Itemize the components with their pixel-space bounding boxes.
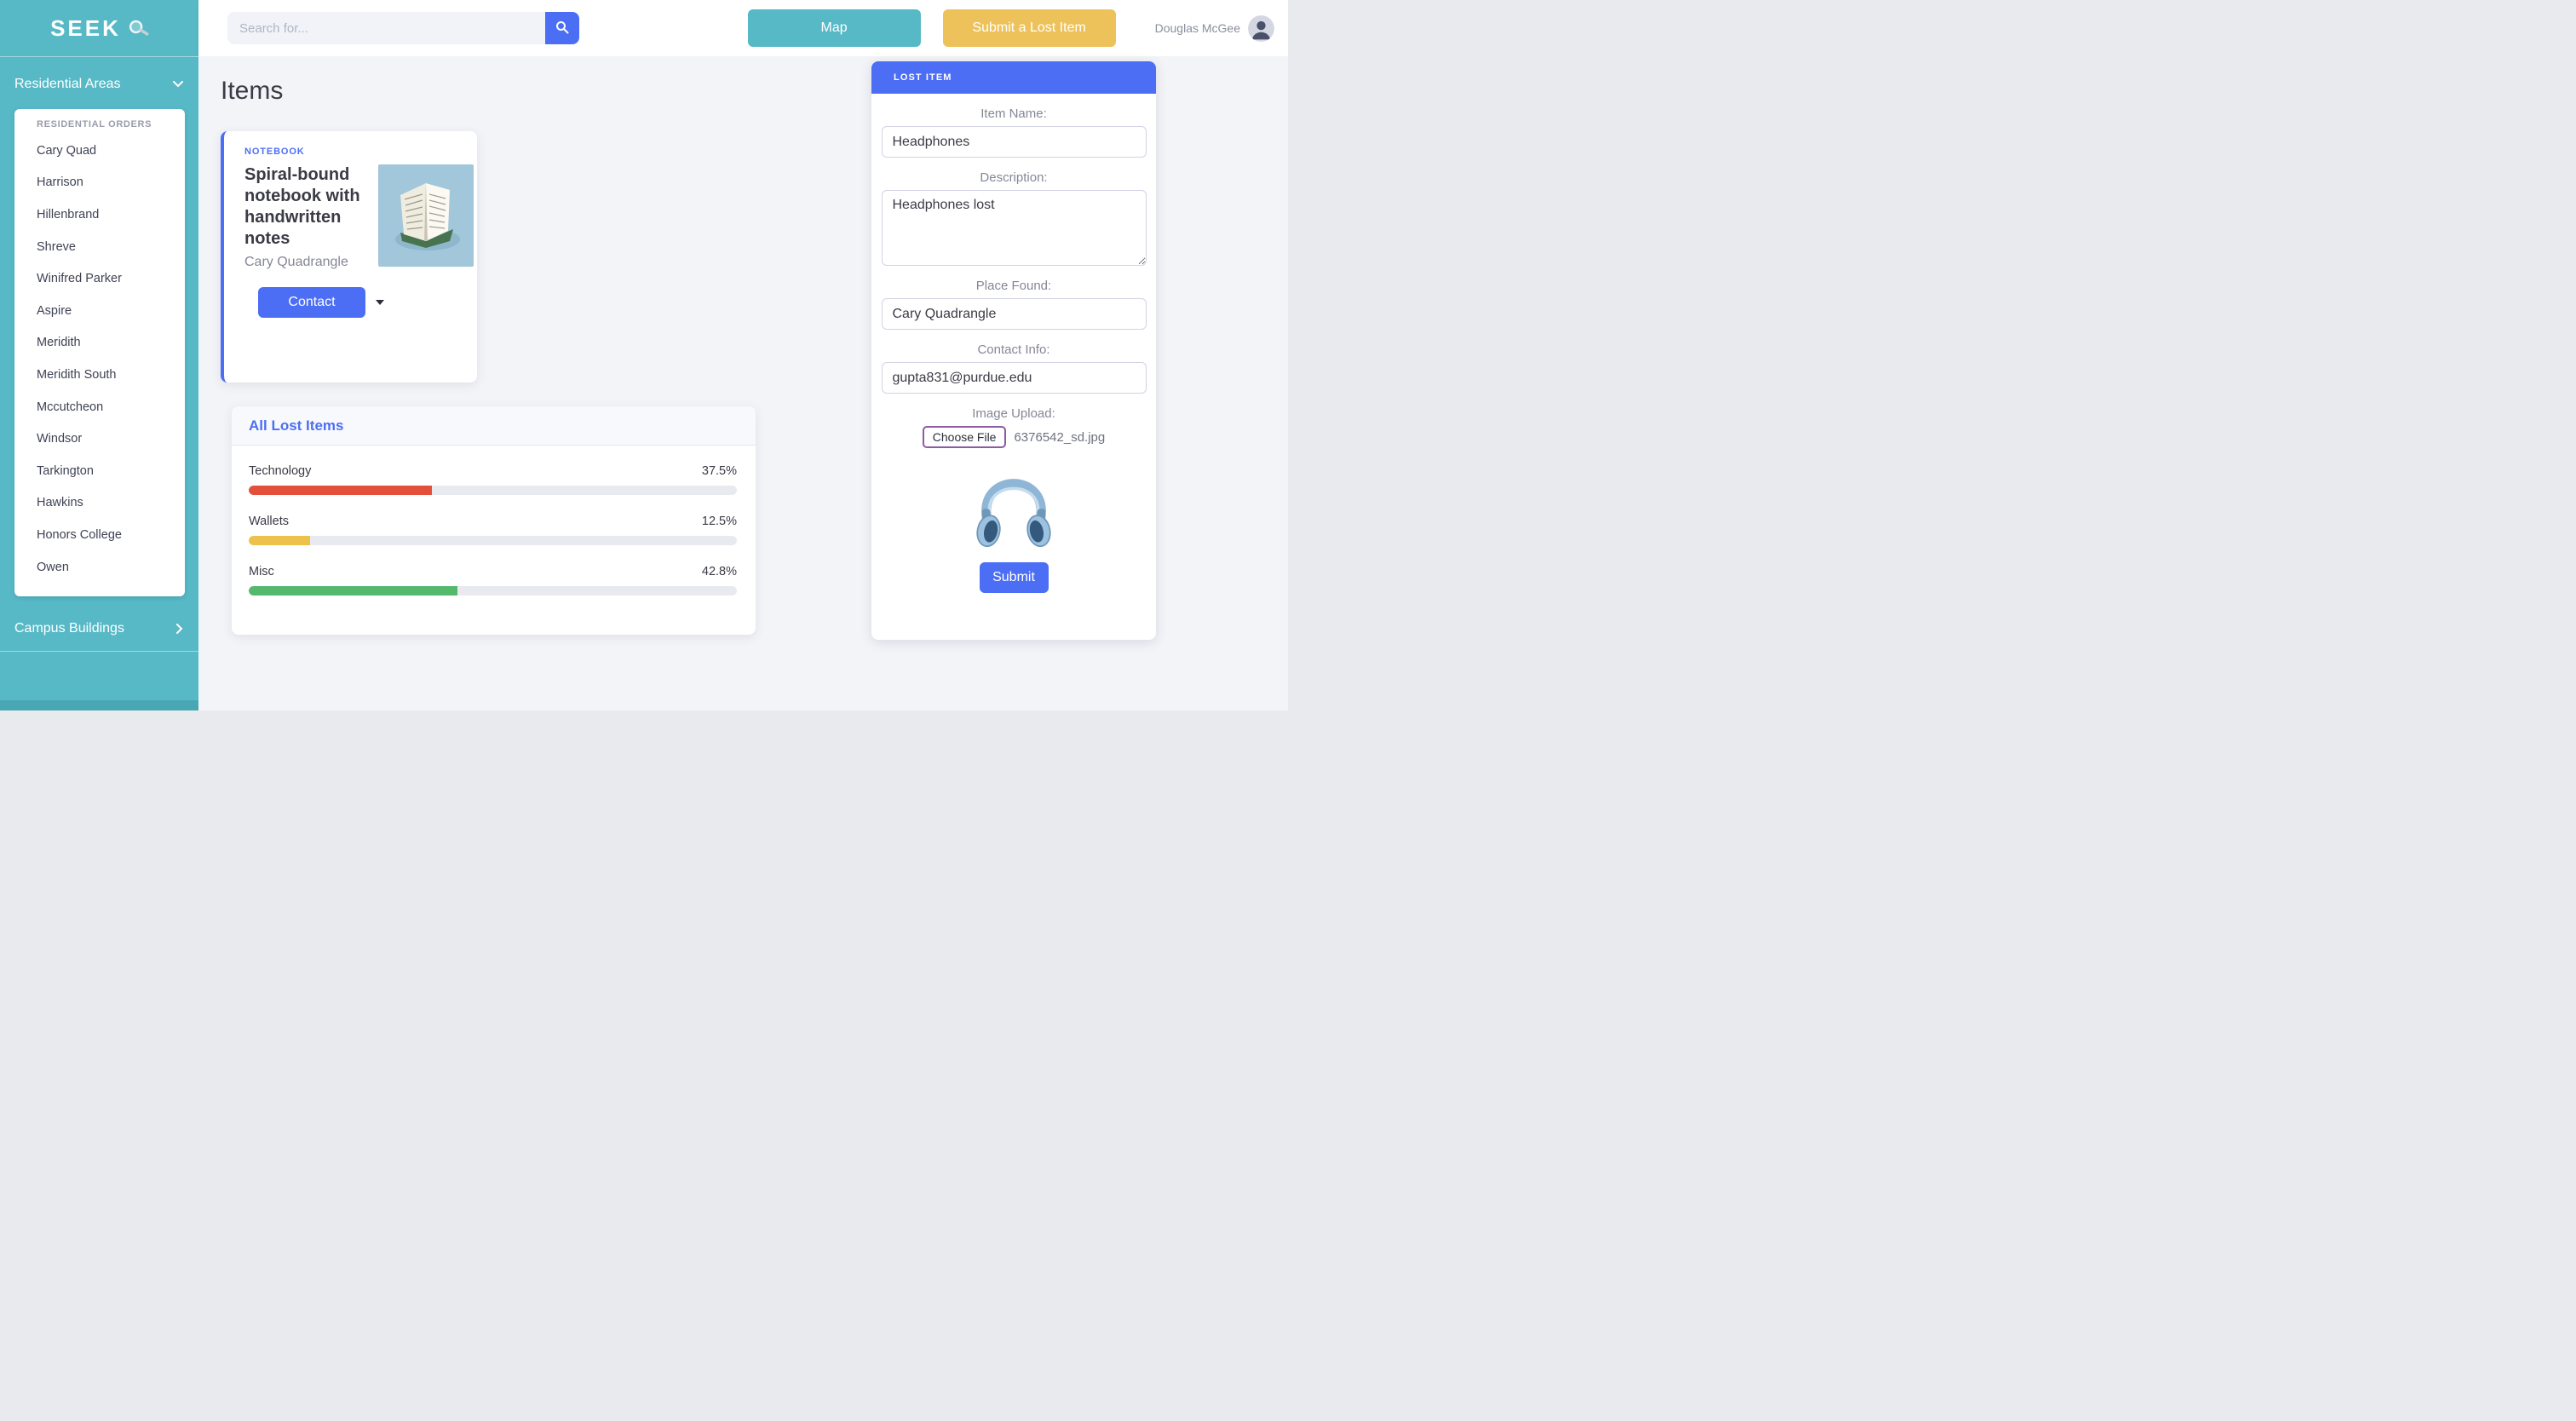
lost-item-card: NOTEBOOK Spiral-bound notebook with hand… bbox=[221, 131, 477, 383]
chart-value-label: 12.5% bbox=[701, 515, 737, 528]
chart-row-misc: Misc 42.8% bbox=[249, 565, 737, 595]
chart-row-technology: Technology 37.5% bbox=[249, 464, 737, 495]
chart-row-wallets: Wallets 12.5% bbox=[249, 515, 737, 545]
chart-category-label: Technology bbox=[249, 464, 312, 478]
sidebar-item-shreve[interactable]: Shreve bbox=[37, 239, 76, 254]
main-content: Items NOTEBOOK Spiral-bound notebook wit… bbox=[198, 56, 1288, 710]
progress-fill bbox=[249, 486, 432, 495]
search-icon bbox=[555, 20, 569, 37]
sidebar-item-meridith-south[interactable]: Meridith South bbox=[37, 367, 117, 382]
sidebar-item-aspire[interactable]: Aspire bbox=[37, 303, 72, 318]
map-button[interactable]: Map bbox=[747, 9, 921, 47]
contact-button[interactable]: Contact bbox=[258, 287, 365, 318]
chevron-down-icon bbox=[173, 81, 183, 88]
caret-down-icon[interactable] bbox=[376, 300, 384, 305]
file-upload-row: Choose File 6376542_sd.jpg bbox=[871, 426, 1156, 448]
residential-list: Cary Quad Harrison Hillenbrand Shreve Wi… bbox=[14, 135, 185, 583]
sidebar-item-cary-quad[interactable]: Cary Quad bbox=[37, 143, 97, 158]
progress-track bbox=[249, 536, 737, 545]
chart-category-label: Wallets bbox=[249, 515, 289, 528]
submit-lost-item-button[interactable]: Submit a Lost Item bbox=[942, 9, 1116, 47]
progress-track bbox=[249, 486, 737, 495]
contact-row: Contact bbox=[258, 287, 460, 318]
sidebar-item-windsor[interactable]: Windsor bbox=[37, 432, 83, 446]
sidebar-item-hawkins[interactable]: Hawkins bbox=[37, 496, 83, 510]
sidebar-item-mccutcheon[interactable]: Mccutcheon bbox=[37, 400, 104, 414]
logo[interactable]: SEEK bbox=[0, 0, 198, 56]
topbar-actions: Map Submit a Lost Item Douglas McGee bbox=[747, 9, 1274, 47]
sidebar-item-harrison[interactable]: Harrison bbox=[37, 175, 83, 190]
logo-text: SEEK bbox=[50, 14, 121, 41]
chart-body: Technology 37.5% Wallets 12.5% bbox=[232, 446, 756, 624]
sidebar-item-honors-college[interactable]: Honors College bbox=[37, 527, 122, 542]
sidebar-item-owen[interactable]: Owen bbox=[37, 560, 69, 574]
search-input[interactable] bbox=[227, 12, 545, 44]
sidebar-item-tarkington[interactable]: Tarkington bbox=[37, 463, 94, 478]
search-button[interactable] bbox=[545, 12, 579, 44]
page: SEEK Residential Areas RESIDENTIAL ORDER… bbox=[0, 0, 1288, 710]
avatar bbox=[1248, 14, 1274, 42]
item-location: Cary Quadrangle bbox=[244, 255, 348, 269]
notebook-image bbox=[378, 164, 474, 267]
uploaded-file-name: 6376542_sd.jpg bbox=[1014, 429, 1106, 445]
sidebar-item-meridith[interactable]: Meridith bbox=[37, 336, 81, 350]
item-text-column: Spiral-bound notebook with handwritten n… bbox=[244, 164, 368, 270]
sidebar-divider-bottom bbox=[0, 651, 198, 652]
topbar: Map Submit a Lost Item Douglas McGee bbox=[198, 0, 1288, 56]
residential-orders-header: RESIDENTIAL ORDERS bbox=[37, 119, 152, 129]
page-title: Items bbox=[221, 77, 284, 105]
chart-title: All Lost Items bbox=[249, 417, 344, 434]
search-group bbox=[227, 12, 579, 44]
item-row: Spiral-bound notebook with handwritten n… bbox=[244, 164, 474, 270]
contact-info-field[interactable] bbox=[881, 362, 1147, 394]
residential-orders-card: RESIDENTIAL ORDERS Cary Quad Harrison Hi… bbox=[14, 109, 185, 596]
sidebar-item-hillenbrand[interactable]: Hillenbrand bbox=[37, 207, 100, 221]
user-name: Douglas McGee bbox=[1154, 21, 1240, 35]
chart-category-label: Misc bbox=[249, 565, 274, 578]
lost-item-form-header: LOST ITEM bbox=[871, 61, 1156, 94]
description-label: Description: bbox=[980, 170, 1048, 185]
sidebar: SEEK Residential Areas RESIDENTIAL ORDER… bbox=[0, 0, 198, 710]
item-title: Spiral-bound notebook with handwritten n… bbox=[244, 165, 360, 248]
sidebar-divider-top bbox=[0, 56, 198, 57]
sidebar-section-residential-areas[interactable]: Residential Areas bbox=[0, 74, 198, 95]
seek-magnifier-icon bbox=[128, 18, 149, 38]
residential-areas-label: Residential Areas bbox=[14, 77, 121, 91]
item-category-label: NOTEBOOK bbox=[244, 147, 305, 157]
lost-item-form: LOST ITEM Item Name: Description: Headph… bbox=[871, 61, 1156, 640]
form-submit-button[interactable]: Submit bbox=[979, 562, 1049, 593]
chevron-right-icon bbox=[176, 624, 183, 634]
item-name-field[interactable] bbox=[881, 126, 1147, 158]
chart-value-label: 42.8% bbox=[701, 565, 737, 578]
chart-header: All Lost Items bbox=[232, 406, 756, 446]
progress-fill bbox=[249, 536, 310, 545]
image-upload-label: Image Upload: bbox=[972, 406, 1055, 421]
chart-value-label: 37.5% bbox=[701, 464, 737, 478]
user-menu[interactable]: Douglas McGee bbox=[1154, 14, 1274, 42]
sidebar-section-campus-buildings[interactable]: Campus Buildings bbox=[0, 618, 198, 639]
item-name-label: Item Name: bbox=[980, 106, 1047, 121]
contact-info-label: Contact Info: bbox=[977, 342, 1050, 357]
progress-fill bbox=[249, 586, 458, 595]
description-field[interactable]: Headphones lost bbox=[881, 190, 1147, 266]
sidebar-bottom-bar bbox=[0, 700, 198, 710]
progress-track bbox=[249, 586, 737, 595]
campus-buildings-label: Campus Buildings bbox=[14, 621, 124, 636]
all-lost-items-card: All Lost Items Technology 37.5% Wallets … bbox=[232, 406, 756, 635]
headphones-image bbox=[871, 460, 1156, 549]
place-found-field[interactable] bbox=[881, 298, 1147, 330]
choose-file-button[interactable]: Choose File bbox=[922, 426, 1007, 448]
place-found-label: Place Found: bbox=[975, 279, 1052, 293]
sidebar-item-winifred-parker[interactable]: Winifred Parker bbox=[37, 272, 122, 286]
